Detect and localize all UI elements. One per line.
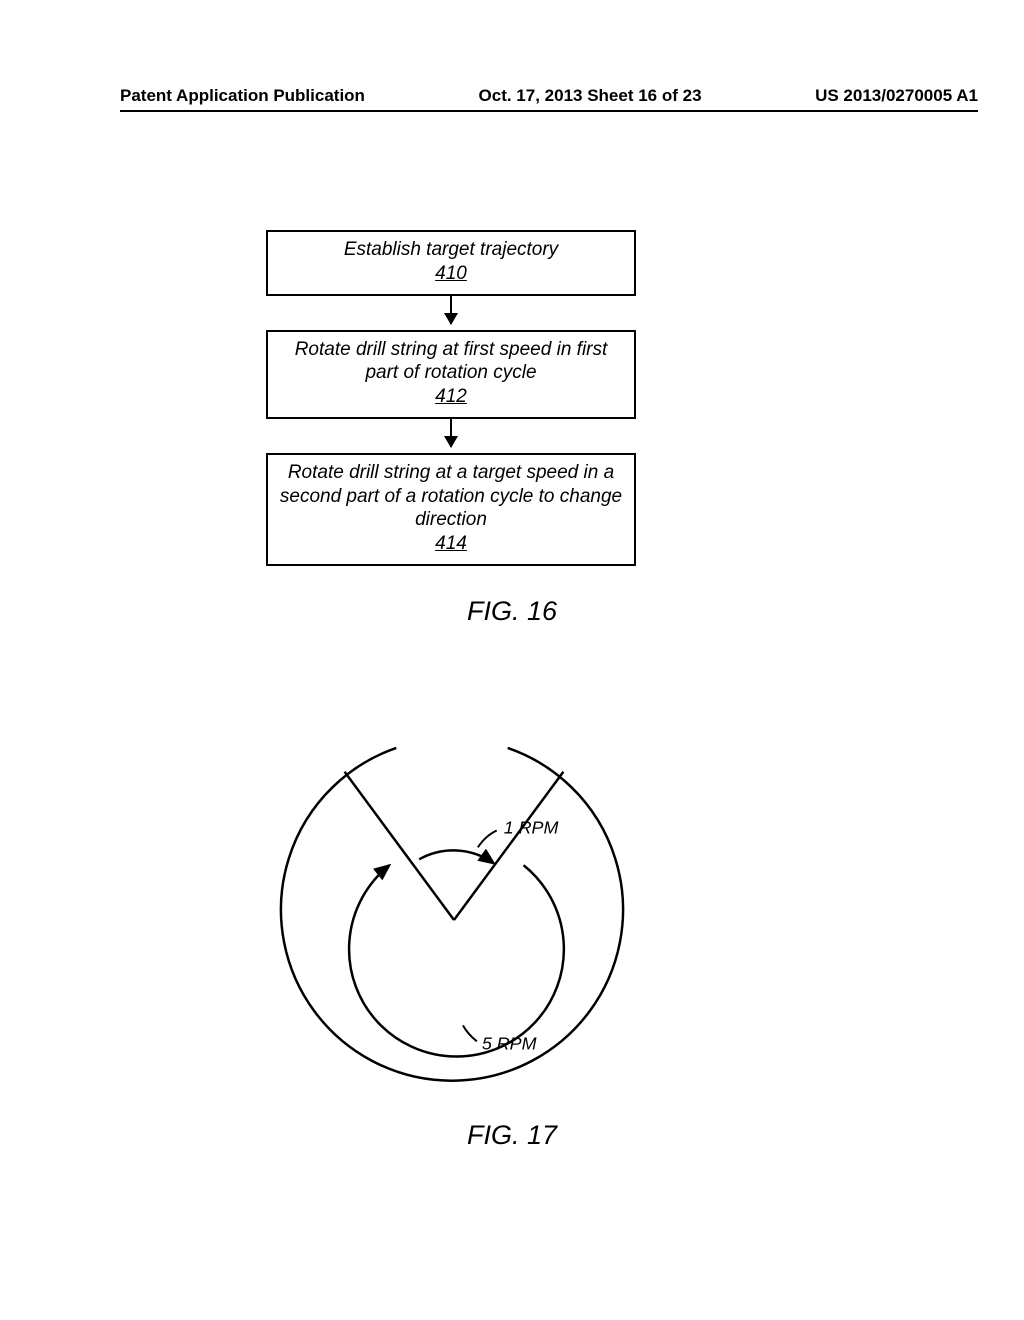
header-right: US 2013/0270005 A1 bbox=[815, 86, 978, 106]
page-header: Patent Application Publication Oct. 17, … bbox=[120, 86, 978, 106]
flow-box-ref: 410 bbox=[278, 262, 624, 286]
label-1rpm: 1 RPM bbox=[504, 817, 559, 837]
flow-box-410: Establish target trajectory 410 bbox=[266, 230, 636, 296]
label-5rpm: 5 RPM bbox=[482, 1033, 537, 1053]
flow-box-414: Rotate drill string at a target speed in… bbox=[266, 453, 636, 566]
flow-box-text: Rotate drill string at a target speed in… bbox=[278, 461, 624, 532]
flow-arrow bbox=[450, 296, 452, 330]
flowchart-fig16: Establish target trajectory 410 Rotate d… bbox=[266, 230, 636, 566]
flow-box-text: Rotate drill string at first speed in fi… bbox=[278, 338, 624, 386]
header-rule bbox=[120, 110, 978, 112]
flow-box-ref: 414 bbox=[278, 532, 624, 556]
page: Patent Application Publication Oct. 17, … bbox=[0, 0, 1024, 1320]
flow-box-412: Rotate drill string at first speed in fi… bbox=[266, 330, 636, 419]
flow-box-text: Establish target trajectory bbox=[278, 238, 624, 262]
flow-box-ref: 412 bbox=[278, 385, 624, 409]
flow-arrow bbox=[450, 419, 452, 453]
header-left: Patent Application Publication bbox=[120, 86, 365, 106]
figure-label-16: FIG. 16 bbox=[0, 596, 1024, 627]
diagram-fig17: 1 RPM 5 RPM bbox=[272, 736, 632, 1094]
header-center: Oct. 17, 2013 Sheet 16 of 23 bbox=[479, 86, 702, 106]
figure-label-17: FIG. 17 bbox=[0, 1120, 1024, 1151]
